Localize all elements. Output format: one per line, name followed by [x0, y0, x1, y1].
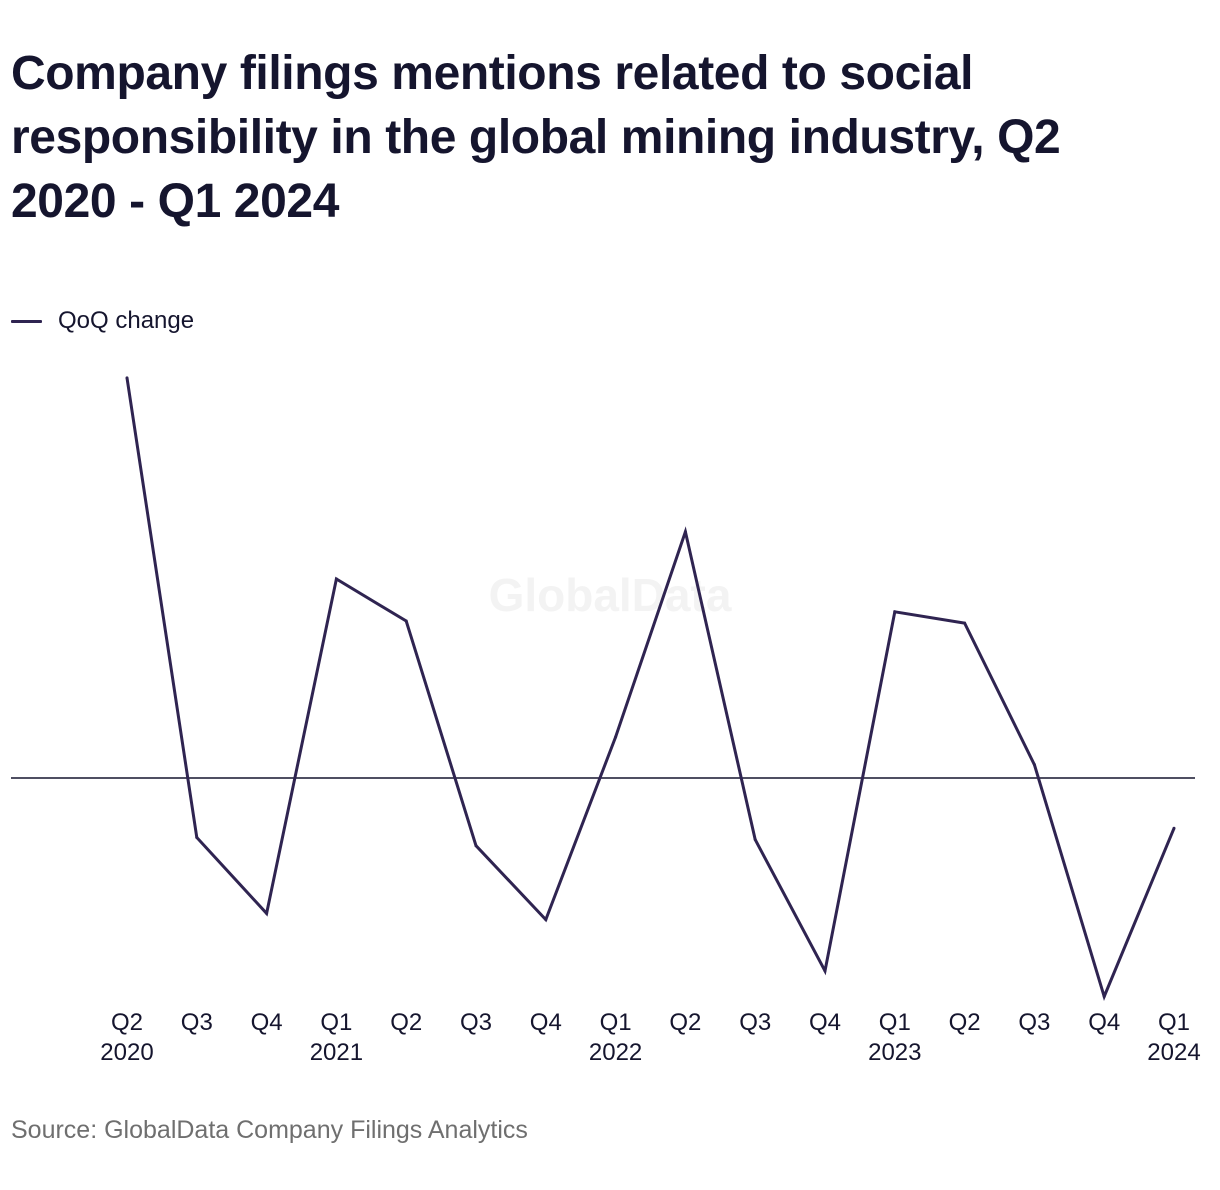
x-tick-label-quarter: Q3: [460, 1009, 492, 1036]
data-point: [753, 838, 757, 842]
data-point: [893, 610, 897, 614]
x-tick-label-quarter: Q3: [181, 1009, 213, 1036]
x-tick-label-quarter: Q2: [669, 1009, 701, 1036]
x-tick-label-year: 2021: [310, 1039, 363, 1066]
x-tick-label-quarter: Q4: [530, 1009, 562, 1036]
data-point: [1102, 995, 1106, 999]
watermark: GlobalData: [489, 569, 732, 621]
x-tick-label-year: 2020: [100, 1039, 153, 1066]
x-tick-label-quarter: Q1: [320, 1009, 352, 1036]
series-layer: [125, 376, 1176, 1001]
x-tick-label-year: 2022: [589, 1039, 642, 1066]
data-point: [474, 844, 478, 848]
x-tick-label-year: 2024: [1147, 1039, 1200, 1066]
x-tick-label-quarter: Q4: [1088, 1009, 1120, 1036]
x-tick-label-year: 2023: [868, 1039, 921, 1066]
legend: QoQ change: [11, 306, 194, 336]
data-point: [823, 969, 827, 973]
x-tick-label-quarter: Q1: [600, 1009, 632, 1036]
x-tick-label-quarter: Q2: [390, 1009, 422, 1036]
source-note: Source: GlobalData Company Filings Analy…: [11, 1116, 528, 1144]
x-tick-label-quarter: Q4: [251, 1009, 283, 1036]
series-line-qoq-change: [125, 377, 1176, 1001]
legend-label: QoQ change: [58, 307, 195, 334]
data-point: [1032, 763, 1036, 767]
chart-title: Company filings mentions related to soci…: [11, 47, 1061, 228]
x-axis-tick-labels: Q2 2020 Q3 Q4 Q1 2021 Q2 Q3 Q4 Q1 2022 Q2 Q3 Q4 Q1 2023…: [100, 1009, 1200, 1066]
data-point: [404, 619, 408, 623]
data-point: [614, 735, 618, 739]
x-tick-label-quarter: Q3: [739, 1009, 771, 1036]
x-tick-label-quarter: Q1: [1158, 1009, 1190, 1036]
x-tick-label-quarter: Q3: [1018, 1009, 1050, 1036]
data-point: [963, 621, 967, 625]
data-point: [1172, 826, 1176, 830]
data-point: [334, 577, 338, 581]
data-point: [195, 836, 199, 840]
x-tick-label-quarter: Q2: [949, 1009, 981, 1036]
data-point: [683, 530, 687, 534]
x-tick-label-quarter: Q4: [809, 1009, 841, 1036]
data-point: [265, 911, 269, 915]
data-point: [544, 918, 548, 922]
data-point: [125, 376, 129, 380]
x-tick-label-quarter: Q2: [111, 1009, 143, 1036]
legend-line-swatch: [11, 319, 42, 323]
x-tick-label-quarter: Q1: [879, 1009, 911, 1036]
